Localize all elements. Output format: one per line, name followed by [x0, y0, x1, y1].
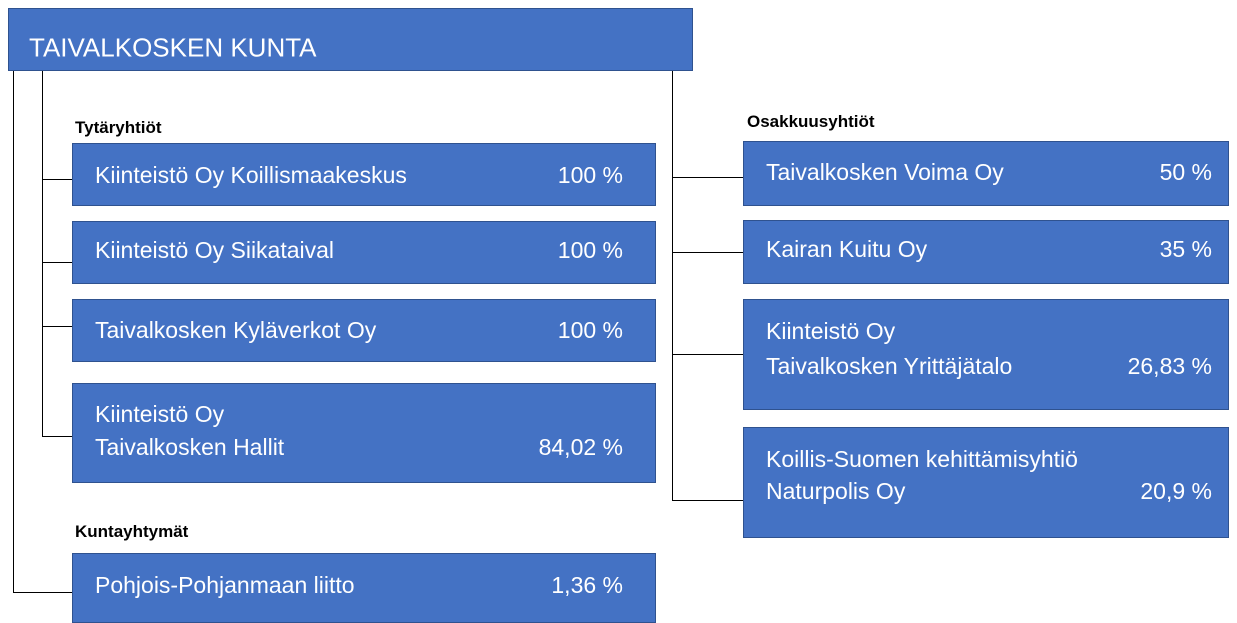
entity-box: Taivalkosken Voima Oy 50 % — [743, 141, 1229, 206]
ownership-share: 20,9 % — [1140, 478, 1212, 504]
entity-box: Taivalkosken Kyläverkot Oy 100 % — [72, 299, 656, 362]
entity-box: Pohjois-Pohjanmaan liitto 1,36 % — [72, 553, 656, 623]
entity-name: Kiinteistö Oy Koillismaakeskus — [95, 162, 407, 188]
entity-name: Naturpolis Oy — [766, 478, 906, 504]
entity-name: Taivalkosken Yrittäjätalo — [766, 353, 1013, 379]
ownership-share: 35 % — [1159, 236, 1212, 262]
ownership-share: 100 % — [557, 162, 623, 188]
section-heading: Tytäryhtiöt — [75, 118, 162, 137]
entity-name: Koillis-Suomen kehittämisyhtiö — [766, 446, 1078, 472]
ownership-share: 50 % — [1159, 159, 1212, 185]
entity-name: Kiinteistö Oy — [95, 401, 225, 427]
ownership-share: 100 % — [557, 317, 623, 343]
entity-name: Taivalkosken Hallit — [95, 434, 285, 460]
entity-name: Kiinteistö Oy — [766, 318, 896, 344]
section-heading: Osakkuusyhtiöt — [747, 112, 875, 131]
entity-name: Taivalkosken Kyläverkot Oy — [95, 317, 377, 343]
entity-box: Kiinteistö Oy Koillismaakeskus 100 % — [72, 143, 656, 206]
ownership-share: 84,02 % — [538, 434, 623, 460]
ownership-share: 100 % — [557, 237, 623, 263]
ownership-share: 1,36 % — [551, 572, 623, 598]
entity-name: Pohjois-Pohjanmaan liitto — [95, 572, 355, 598]
entity-name: Taivalkosken Voima Oy — [766, 159, 1004, 185]
entity-box: Kiinteistö Oy Taivalkosken Yrittäjätalo 26… — [743, 299, 1229, 410]
entity-name: Kairan Kuitu Oy — [766, 236, 928, 262]
entity-name: Kiinteistö Oy Siikataival — [95, 237, 335, 263]
header-title: TAIVALKOSKEN KUNTA — [29, 32, 317, 63]
section-heading: Kuntayhtymät — [75, 522, 189, 541]
entity-box: Kairan Kuitu Oy 35 % — [743, 220, 1229, 284]
entity-box: Koillis-Suomen kehittämisyhtiö Naturpolis… — [743, 427, 1229, 538]
entity-box: Kiinteistö Oy Siikataival 100 % — [72, 221, 656, 284]
entity-box: Kiinteistö Oy Taivalkosken Hallit 84,02 % — [72, 383, 656, 483]
header-box: TAIVALKOSKEN KUNTA — [8, 8, 693, 71]
ownership-share: 26,83 % — [1127, 353, 1212, 379]
